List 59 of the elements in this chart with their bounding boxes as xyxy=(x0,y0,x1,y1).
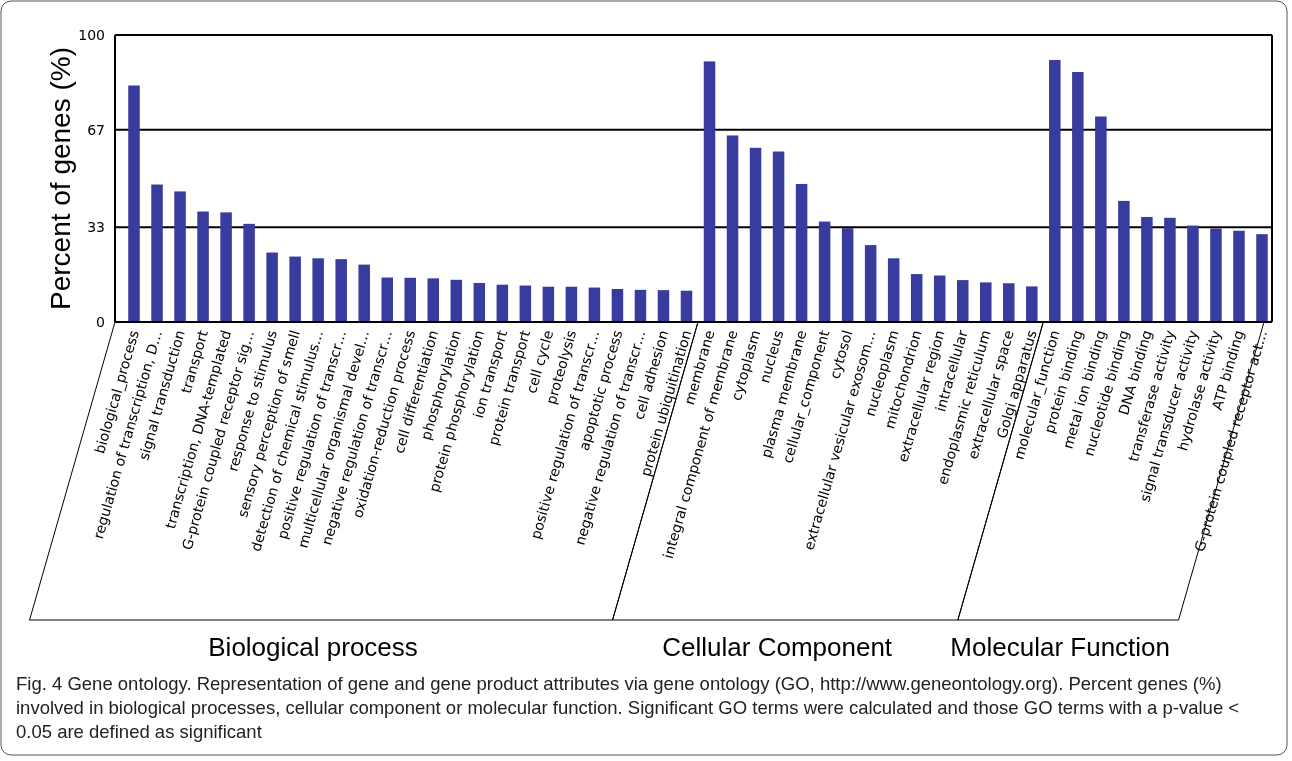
bar xyxy=(910,274,923,322)
bar xyxy=(519,285,532,322)
bar xyxy=(542,286,555,322)
bar xyxy=(703,61,716,322)
bar xyxy=(1026,286,1038,322)
bar xyxy=(980,282,992,322)
bar xyxy=(1210,228,1222,322)
text: Molecular Function xyxy=(950,632,1171,662)
bar xyxy=(358,264,370,322)
bar xyxy=(726,135,739,322)
text: Biological process xyxy=(208,632,418,662)
bar xyxy=(404,277,416,322)
bar xyxy=(381,277,393,322)
bar xyxy=(1118,200,1130,322)
bar xyxy=(588,287,601,322)
bar xyxy=(772,151,785,322)
bar xyxy=(496,284,509,322)
bar xyxy=(174,191,186,322)
caption: Fig. 4 Gene ontology. Representation of gene and gene product attributes via gene ontology (GO, http://www.geneontology.org). Percent genes (%) involved in biological processes, cellular component or molecular function. Significant GO terms were calculated and those GO terms with a p-value < 0.05 are defined as significant xyxy=(16,672,1241,744)
bar xyxy=(1164,217,1176,322)
bar xyxy=(1187,225,1199,322)
bar xyxy=(266,252,278,322)
bar xyxy=(680,290,693,322)
bar xyxy=(887,258,900,322)
y-axis-title: Percent of genes (%) xyxy=(45,46,76,311)
bar xyxy=(335,259,347,322)
bar xyxy=(128,85,140,322)
bar xyxy=(289,256,301,322)
bar xyxy=(1072,72,1084,322)
bar xyxy=(220,212,232,322)
bar xyxy=(795,183,808,322)
bar xyxy=(611,289,624,322)
bar xyxy=(933,275,946,322)
bar xyxy=(1095,116,1107,322)
y-tick-label: 67 xyxy=(87,121,105,138)
bar xyxy=(864,245,877,322)
bar xyxy=(657,290,670,322)
bar xyxy=(473,282,486,322)
bar xyxy=(565,286,578,322)
bar xyxy=(1256,234,1268,322)
bar xyxy=(243,223,255,322)
y-tick-label: 33 xyxy=(87,219,105,236)
bar xyxy=(450,279,463,322)
bar xyxy=(749,147,762,322)
bar xyxy=(1141,216,1153,322)
bar xyxy=(956,280,969,322)
bar xyxy=(1049,59,1061,322)
bar xyxy=(1233,230,1245,322)
bar xyxy=(312,258,324,322)
bar xyxy=(634,289,647,322)
bar xyxy=(197,211,209,322)
bar xyxy=(841,228,854,322)
bar xyxy=(1003,283,1015,322)
bar xyxy=(427,278,440,322)
bar xyxy=(151,184,163,322)
y-tick-label: 0 xyxy=(96,313,105,330)
bar xyxy=(818,221,831,322)
y-tick-label: 100 xyxy=(78,26,105,43)
text: Cellular Component xyxy=(662,632,893,662)
